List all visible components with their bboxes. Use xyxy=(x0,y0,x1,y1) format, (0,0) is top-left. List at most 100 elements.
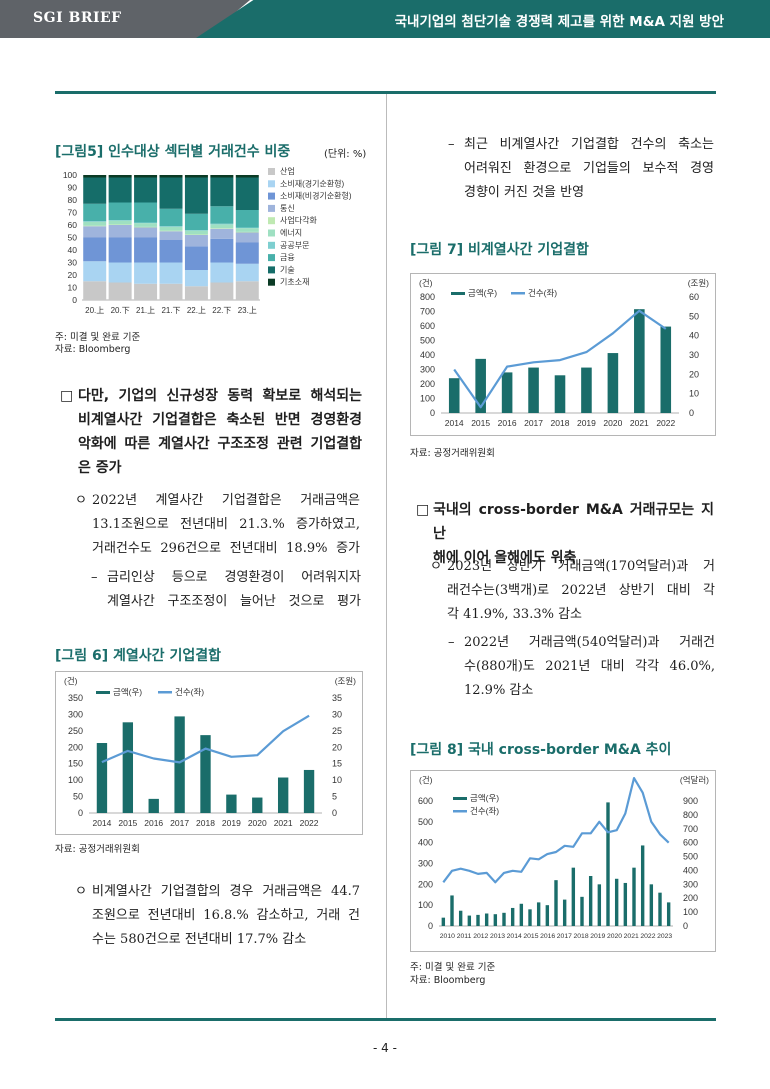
x-tick-label: 2019 xyxy=(577,418,596,428)
bar-segment xyxy=(210,282,234,300)
y-tick-label-right: 40 xyxy=(689,331,699,341)
para-line: 래건수는(3백개)로 2022년 상반기 대비 각 xyxy=(447,583,715,598)
y-tick-label-left: 100 xyxy=(68,775,83,785)
y-tick-label-left: 0 xyxy=(78,808,83,818)
x-tick-label: 2014 xyxy=(445,418,464,428)
amount-bar xyxy=(277,777,289,813)
y-tick-label-left: 500 xyxy=(418,817,433,827)
amount-bar xyxy=(571,867,576,926)
bar-segment xyxy=(108,175,132,178)
y-tick-label-right: 30 xyxy=(689,350,699,360)
y-tick-label-left: 150 xyxy=(68,759,83,769)
x-tick-label: 2018 xyxy=(196,818,215,828)
y-tick-label-right: 10 xyxy=(689,389,699,399)
legend-line-swatch xyxy=(511,292,525,295)
y-tick-label-left: 800 xyxy=(420,292,435,302)
bar-segment xyxy=(159,230,183,232)
bar-segment xyxy=(108,225,132,238)
bar-segment xyxy=(159,262,183,284)
fig6-frame: (건) (조원) 0 50 100 150 200 250 300 350 0 5 10 15 20 25 30… xyxy=(55,671,363,835)
bar-segment xyxy=(134,262,158,284)
para-line: 13.1조원으로 전년대비 21.3.% 증가하였고, xyxy=(92,517,360,532)
para-line: 금리인상 등으로 경영환경이 어려워지자 xyxy=(107,570,361,585)
y-tick-label-right: 15 xyxy=(332,759,342,769)
y-tick-label: 90 xyxy=(68,183,78,193)
y-tick-label-left: 350 xyxy=(68,693,83,703)
bar-segment xyxy=(108,262,132,283)
y-tick-label-left: 700 xyxy=(420,307,435,317)
x-tick-label: 2019 xyxy=(222,818,241,828)
page-number: - 4 - xyxy=(373,1041,397,1055)
amount-bar xyxy=(607,353,619,413)
y-tick-label-left: 300 xyxy=(68,709,83,719)
x-tick-label: 2020 xyxy=(603,418,622,428)
amount-bar xyxy=(658,892,662,926)
left-circle-para-2: ㅇ 비계열사간 기업결합의 경우 거래금액은 44.7 조원으로 전년대비 16… xyxy=(75,880,360,952)
y-tick-label-left: 100 xyxy=(420,394,435,404)
y-tick-label-right: 500 xyxy=(683,852,698,862)
top-rule xyxy=(55,91,716,94)
amount-bar xyxy=(148,798,159,813)
y-tick-label-right: 50 xyxy=(689,311,699,321)
amount-bar xyxy=(450,895,454,926)
para-line: 어려워진 환경으로 기업들의 보수적 경영 xyxy=(464,161,714,176)
y-tick-label-left: 600 xyxy=(418,796,433,806)
para-line: 악화에 따른 계열사간 구조조정 관련 기업결합 xyxy=(78,436,362,452)
amount-bar xyxy=(226,794,237,813)
x-tick-label: 2020 xyxy=(248,818,267,828)
para-line: 해에 이어 올해에도 위축 xyxy=(433,550,577,566)
y-tick-label-left: 300 xyxy=(420,365,435,375)
para-line: 은 증가 xyxy=(78,460,122,476)
legend-bar-swatch xyxy=(96,691,110,694)
bar-segment xyxy=(134,227,158,238)
x-tick-label: 2011 xyxy=(457,933,472,940)
bar-segment xyxy=(83,225,107,227)
bar-segment xyxy=(235,228,259,232)
dash-bullet-icon: – xyxy=(91,570,98,585)
dash-bullet-icon: – xyxy=(448,635,455,650)
left-circle-para-1: ㅇ 2022년 계열사간 기업결합은 거래금액은 13.1조원으로 전년대비 2… xyxy=(75,489,360,561)
y-tick-label-right: 300 xyxy=(683,879,698,889)
square-bullet-icon: □ xyxy=(60,388,74,404)
amount-bar xyxy=(519,903,524,926)
left-axis-unit: (건) xyxy=(419,775,433,785)
x-tick-label: 23.上 xyxy=(238,306,257,315)
x-tick-label: 2015 xyxy=(118,818,137,828)
bar-segment xyxy=(134,177,158,203)
left-dash-para-1: – 금리인상 등으로 경영환경이 어려워지자 계열사간 구조조정이 늘어난 것으… xyxy=(91,566,361,614)
y-tick-label-right: 35 xyxy=(332,693,342,703)
bar-segment xyxy=(235,263,259,282)
x-tick-label: 2021 xyxy=(274,818,293,828)
report-title: 국내기업의 첨단기술 경쟁력 제고를 위한 M&A 지원 방안 xyxy=(394,14,724,30)
bar-segment xyxy=(235,231,259,233)
circle-bullet-icon: ㅇ xyxy=(75,884,87,899)
para-line: 국내의 cross-border M&A 거래규모는 지난 xyxy=(433,502,714,542)
amount-bar xyxy=(554,880,558,926)
bar-segment xyxy=(108,202,132,220)
y-tick-label: 60 xyxy=(68,220,78,230)
bar-segment xyxy=(108,282,132,300)
legend-label: 건수(좌) xyxy=(528,288,557,298)
legend-bar-swatch xyxy=(451,292,465,295)
legend-line-swatch xyxy=(453,810,467,813)
fig5-note: 주: 미결 및 완료 기준 xyxy=(55,332,141,343)
x-tick-label: 2017 xyxy=(524,418,543,428)
right-circle-para-1: ㅇ 2023년 상반기 거래금액(170억달러)과 거 래건수는(3백개)로 2… xyxy=(430,555,715,627)
right-bullet-para-1: □ 국내의 cross-border M&A 거래규모는 지난 해에 이어 올해… xyxy=(416,498,714,570)
para-line: 최근 비계열사간 기업결합 건수의 축소는 xyxy=(464,137,714,152)
y-tick-label: 20 xyxy=(68,270,78,280)
amount-bar xyxy=(252,797,263,813)
para-line: 수(880개)도 2021년 대비 각각 46.0%, xyxy=(464,659,715,674)
y-tick-label-left: 0 xyxy=(430,408,435,418)
bar-segment xyxy=(159,226,183,227)
legend-label: 기술 xyxy=(280,264,295,274)
y-tick-label-right: 60 xyxy=(689,292,699,302)
fig7-combo-chart: (건) (조원) 0 100 200 300 400 500 600 700 800 0 10 20 30 4… xyxy=(419,278,709,428)
bar-segment xyxy=(210,262,234,283)
brand-logo-text: SGI BRIEF xyxy=(33,10,122,26)
y-tick-label-left: 600 xyxy=(420,321,435,331)
x-tick-label: 21.上 xyxy=(136,306,155,315)
x-tick-label: 2015 xyxy=(471,418,490,428)
amount-bar xyxy=(536,902,541,926)
fig7-title: [그림 7] 비계열사간 기업결합 xyxy=(410,242,589,258)
